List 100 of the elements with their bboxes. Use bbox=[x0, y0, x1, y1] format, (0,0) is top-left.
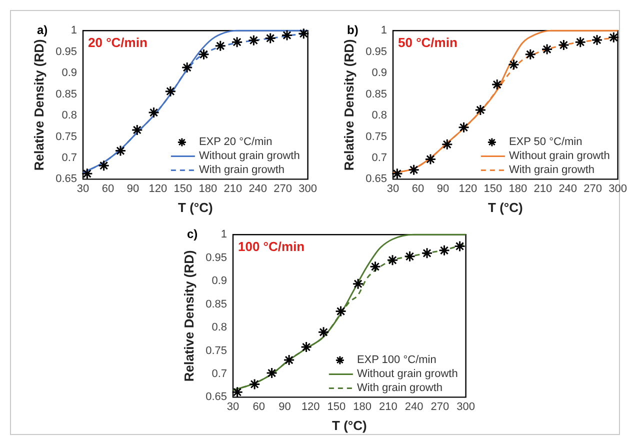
x-tick-label: 30 bbox=[386, 182, 400, 195]
y-tick-label: 0.8 bbox=[212, 322, 228, 334]
point bbox=[283, 354, 295, 366]
x-tick-label: 150 bbox=[174, 182, 192, 195]
x-tick-label: 120 bbox=[458, 182, 478, 195]
y-tick-label: 0.95 bbox=[206, 252, 228, 264]
point bbox=[438, 244, 450, 256]
x-tick-label: 60 bbox=[412, 182, 424, 195]
point bbox=[558, 39, 570, 51]
point bbox=[248, 34, 260, 46]
annotation: 20 °C/min bbox=[88, 35, 148, 50]
x-tick-label: 300 bbox=[608, 182, 628, 195]
x-tick-label: 210 bbox=[379, 400, 398, 413]
x-tick-label: 240 bbox=[558, 182, 578, 195]
x-tick-label: 90 bbox=[436, 182, 450, 195]
point bbox=[114, 145, 126, 157]
y-axis-title: Relative Density (RD) bbox=[181, 250, 196, 382]
point bbox=[264, 32, 276, 44]
legend-label: EXP 50 °C/min bbox=[508, 136, 582, 148]
y-tick-label: 0.7 bbox=[62, 152, 78, 164]
point bbox=[335, 306, 347, 318]
y-tick-label: 0.8 bbox=[62, 110, 78, 122]
y-axis-title: Relative Density (RD) bbox=[341, 39, 356, 171]
point bbox=[300, 341, 312, 353]
point bbox=[454, 240, 466, 252]
y-tick-label: 0.95 bbox=[56, 46, 78, 58]
y-tick-label: 0.9 bbox=[212, 275, 228, 288]
legend-label: With grain growth bbox=[198, 164, 285, 176]
x-axis-title: T (°C) bbox=[332, 418, 367, 433]
point bbox=[421, 247, 433, 259]
point bbox=[231, 36, 243, 48]
x-tick-label: 30 bbox=[76, 182, 90, 195]
legend-label: EXP 100 °C/min bbox=[356, 354, 436, 366]
point bbox=[98, 160, 110, 172]
point bbox=[248, 378, 260, 390]
y-tick-label: 0.65 bbox=[206, 391, 228, 404]
x-tick-label: 90 bbox=[126, 182, 140, 195]
x-tick-label: 180 bbox=[353, 400, 372, 413]
text: b) bbox=[347, 22, 358, 37]
x-tick-label: 300 bbox=[456, 400, 476, 413]
y-tick-label: 0.75 bbox=[206, 344, 228, 357]
point bbox=[608, 32, 620, 44]
y-axis-title: Relative Density (RD) bbox=[31, 39, 46, 171]
point bbox=[524, 48, 536, 60]
point bbox=[214, 40, 226, 52]
y-tick-label: 0.85 bbox=[366, 88, 388, 100]
point bbox=[281, 30, 293, 42]
annotation: 50 °C/min bbox=[398, 35, 458, 50]
x-tick-label: 180 bbox=[198, 182, 218, 195]
point bbox=[298, 28, 310, 40]
x-tick-label: 150 bbox=[484, 182, 502, 195]
point bbox=[458, 122, 470, 134]
legend-label: Without grain growth bbox=[356, 368, 458, 380]
y-tick-label: 1 bbox=[220, 228, 228, 241]
point bbox=[591, 34, 603, 46]
y-tick-label: 0.7 bbox=[212, 368, 228, 380]
legend-label: EXP 20 °C/min bbox=[198, 136, 272, 148]
x-tick-label: 60 bbox=[102, 182, 114, 195]
annotation: 100 °C/min bbox=[238, 239, 305, 254]
y-tick-label: 0.9 bbox=[62, 67, 78, 80]
legend-label: With grain growth bbox=[356, 382, 443, 394]
text: a) bbox=[37, 22, 48, 37]
x-tick-label: 210 bbox=[534, 182, 552, 195]
x-tick-label: 240 bbox=[248, 182, 268, 195]
legend-label: Without grain growth bbox=[508, 150, 610, 162]
point bbox=[386, 254, 398, 266]
y-tick-label: 0.95 bbox=[366, 46, 388, 58]
point bbox=[408, 164, 420, 176]
y-tick-label: 0.65 bbox=[366, 173, 388, 186]
x-tick-label: 270 bbox=[584, 182, 602, 195]
point bbox=[164, 86, 176, 98]
y-tick-label: 0.85 bbox=[56, 88, 78, 100]
point bbox=[266, 367, 278, 379]
point bbox=[491, 78, 503, 90]
x-tick-label: 210 bbox=[224, 182, 242, 195]
y-tick-label: 0.7 bbox=[372, 152, 388, 164]
x-tick-label: 270 bbox=[430, 400, 450, 413]
x-axis-title: T (°C) bbox=[488, 200, 523, 215]
x-tick-label: 300 bbox=[298, 182, 318, 195]
point bbox=[404, 250, 416, 262]
x-tick-label: 30 bbox=[226, 400, 240, 413]
point bbox=[318, 326, 330, 338]
x-tick-label: 120 bbox=[148, 182, 168, 195]
point bbox=[181, 62, 193, 74]
point bbox=[441, 138, 453, 150]
x-tick-label: 150 bbox=[327, 400, 346, 413]
x-tick-label: 270 bbox=[274, 182, 292, 195]
y-tick-label: 1 bbox=[380, 24, 388, 37]
y-tick-label: 0.8 bbox=[372, 110, 388, 122]
x-axis-title: T (°C) bbox=[178, 200, 213, 215]
point bbox=[391, 168, 403, 180]
point bbox=[508, 58, 520, 70]
point bbox=[352, 278, 364, 290]
y-tick-label: 0.75 bbox=[366, 130, 388, 143]
legend-label: Without grain growth bbox=[198, 150, 300, 162]
point bbox=[474, 104, 486, 116]
text: c) bbox=[187, 226, 198, 241]
point bbox=[370, 260, 382, 272]
point bbox=[541, 44, 553, 56]
y-tick-label: 0.75 bbox=[56, 130, 78, 143]
